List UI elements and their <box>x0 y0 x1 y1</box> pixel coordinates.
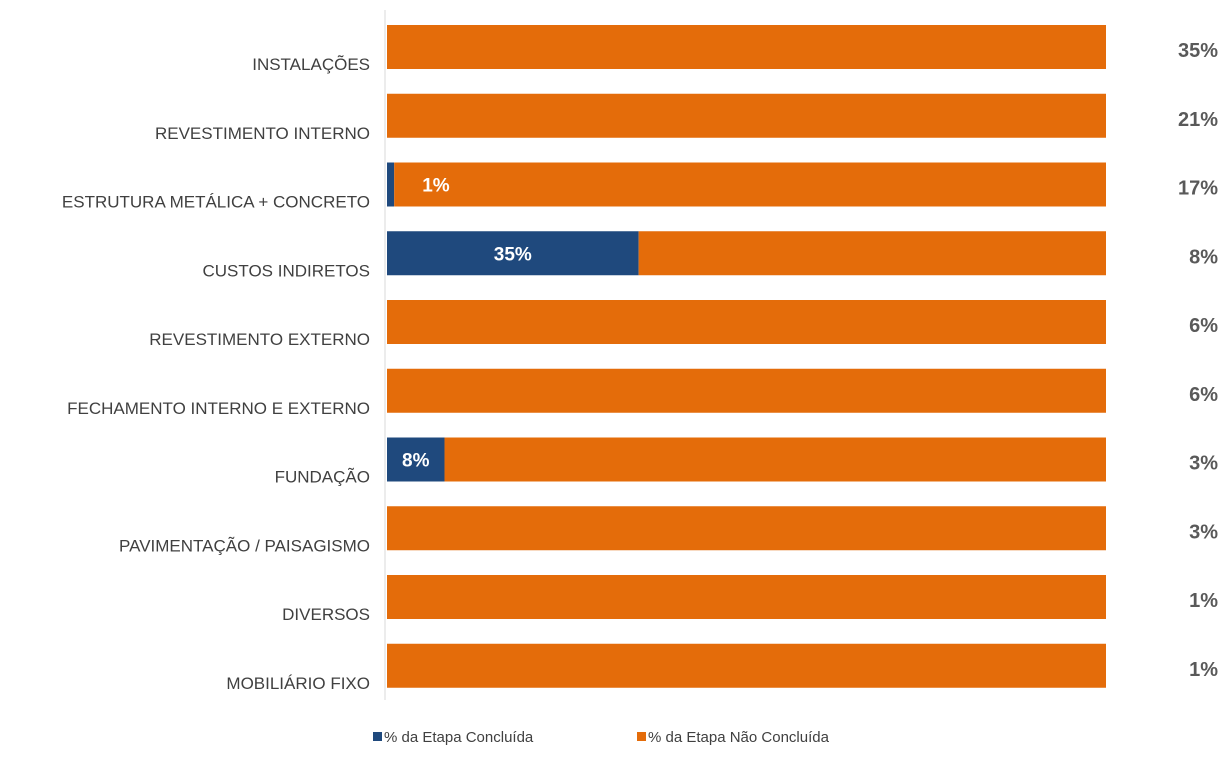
legend-swatch-remaining <box>637 732 646 741</box>
right-percentage-label: 8% <box>1189 246 1218 268</box>
bar-remaining <box>444 437 1106 482</box>
data-label-completed: 8% <box>402 451 430 472</box>
bar-remaining <box>387 368 1106 413</box>
category-label: MOBILIÁRIO FIXO <box>226 674 370 693</box>
category-label: DIVERSOS <box>282 605 370 624</box>
bar-remaining <box>387 506 1106 551</box>
bar-remaining <box>394 162 1106 207</box>
bar-remaining <box>387 575 1106 619</box>
right-percentage-label: 6% <box>1189 384 1218 406</box>
category-label: FUNDAÇÃO <box>275 468 370 487</box>
right-percentage-label: 21% <box>1178 109 1218 131</box>
bar-completed <box>387 437 445 482</box>
data-label-remaining: 1% <box>422 176 450 197</box>
category-label: FECHAMENTO INTERNO E EXTERNO <box>67 399 370 418</box>
bar-remaining <box>387 300 1106 344</box>
right-percentage-label: 3% <box>1189 453 1218 475</box>
category-label: PAVIMENTAÇÃO / PAISAGISMO <box>119 536 370 555</box>
category-label: CUSTOS INDIRETOS <box>202 261 370 280</box>
right-percentage-label: 17% <box>1178 178 1218 200</box>
category-label: INSTALAÇÕES <box>252 55 370 74</box>
right-percentage-label: 1% <box>1189 659 1218 681</box>
bar-remaining <box>638 231 1106 276</box>
category-label: REVESTIMENTO EXTERNO <box>149 330 370 349</box>
legend-label-remaining: % da Etapa Não Concluída <box>648 729 830 746</box>
bar-remaining <box>387 93 1106 138</box>
right-percentage-label: 3% <box>1189 521 1218 543</box>
data-label-completed: 35% <box>494 244 532 265</box>
bar-remaining <box>387 643 1106 688</box>
bar-remaining <box>387 25 1106 69</box>
category-label: REVESTIMENTO INTERNO <box>155 124 370 143</box>
right-percentage-label: 35% <box>1178 40 1218 62</box>
legend-swatch-completed <box>373 732 382 741</box>
legend-label-completed: % da Etapa Concluída <box>384 729 534 746</box>
bar-completed <box>387 231 639 276</box>
right-percentage-label: 1% <box>1189 590 1218 612</box>
right-percentage-label: 6% <box>1189 315 1218 337</box>
category-label: ESTRUTURA METÁLICA + CONCRETO <box>62 193 370 212</box>
bar-completed <box>387 162 395 207</box>
